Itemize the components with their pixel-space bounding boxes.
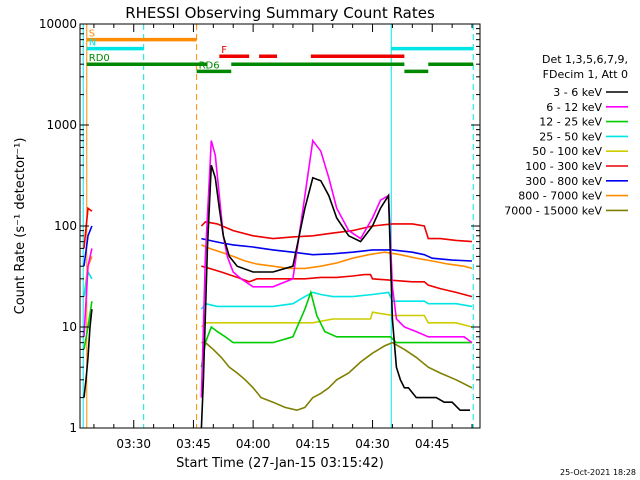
series-line-3-6-kev-2 (200, 164, 470, 429)
series-line-25-50-kev-2 (200, 291, 473, 310)
series-line-100-300-kev-1 (83, 206, 93, 249)
legend: Det 1,3,5,6,7,9, FDecim 1, Att 0 3 - 6 k… (504, 53, 628, 217)
footer-date: 25-Oct-2021 18:28 (560, 468, 636, 477)
y-tick-label: 1 (69, 421, 77, 435)
x-axis-label: Start Time (27-Jan-15 03:15:42) (176, 456, 384, 471)
series-line-7000-15000-kev-1 (201, 341, 473, 412)
legend-label-100-300-kev: 100 - 300 keV (525, 160, 602, 173)
x-tick-label: 04:45 (415, 437, 450, 451)
y-tick-label: 10000 (39, 17, 77, 31)
x-axis-ticks: 03:30 03:45 04:00 04:15 04:30 04:45 (93, 24, 473, 451)
legend-label-800-7000-kev: 800 - 7000 keV (518, 190, 602, 203)
flag-label-n: N (89, 38, 96, 49)
legend-label-50-100-kev: 50 - 100 keV (532, 145, 602, 158)
y-axis-ticks: 1 10 100 1000 10000 (39, 17, 480, 435)
chart-title: RHESSI Observing Summary Count Rates (125, 4, 435, 22)
series-line-6-12-kev-1 (83, 248, 93, 337)
series-line-300-800-kev-1 (83, 225, 93, 267)
flag-label-s: S (89, 29, 95, 40)
legend-label-25-50-kev: 25 - 50 keV (539, 130, 602, 143)
legend-label-6-12-kev: 6 - 12 keV (546, 101, 602, 114)
legend-label-3-6-kev: 3 - 6 keV (553, 86, 602, 99)
legend-label-300-800-kev: 300 - 800 keV (525, 175, 602, 188)
legend-label-12-25-kev: 12 - 25 keV (539, 116, 602, 129)
flag-label-f: F (221, 45, 227, 56)
x-tick-label: 03:30 (116, 437, 151, 451)
series-line-100-300-kev-3 (201, 265, 473, 298)
y-tick-label: 100 (54, 219, 77, 233)
x-tick-label: 04:00 (236, 437, 271, 451)
legend-header-line-1: Det 1,3,5,6,7,9, (542, 53, 628, 66)
series-line-100-300-kev-2 (200, 220, 473, 243)
series-line-300-800-kev-2 (201, 237, 473, 262)
series-line-50-100-kev-1 (200, 311, 473, 328)
series-line-800-7000-kev-2 (201, 244, 473, 270)
y-axis-label: Count Rate (s⁻¹ detector⁻¹) (13, 138, 28, 315)
flag-label-rd6: RD6 (199, 60, 220, 71)
x-tick-label: 04:15 (296, 437, 331, 451)
x-tick-label: 03:45 (176, 437, 211, 451)
plot-area: SN F RD0 RD6 (82, 24, 474, 429)
series-line-6-12-kev-2 (200, 138, 473, 398)
series-line-3-6-kev-1 (83, 309, 93, 398)
legend-header-line-2: FDecim 1, Att 0 (543, 68, 628, 81)
y-tick-label: 10 (62, 320, 77, 334)
y-tick-label: 1000 (46, 118, 77, 132)
x-tick-label: 04:30 (355, 437, 390, 451)
legend-label-7000-15000-kev: 7000 - 15000 keV (504, 204, 602, 217)
series-line-12-25-kev-2 (200, 289, 472, 368)
flag-label-rd0: RD0 (89, 53, 110, 64)
